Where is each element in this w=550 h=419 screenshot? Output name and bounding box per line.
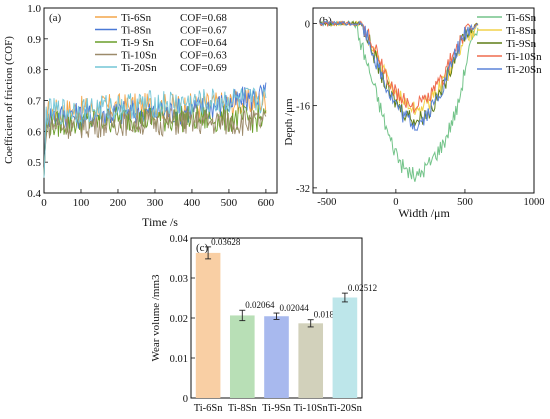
chart-a-xtick-label: 300 xyxy=(147,197,164,209)
chart-a-series-ti-20sn xyxy=(43,87,267,178)
chart-c-value-label: 0.01867 xyxy=(314,310,344,320)
chart-b-legend-label: Ti-9Sn xyxy=(506,38,537,50)
chart-b-ytick-label: 0 xyxy=(305,19,310,30)
chart-c-bar xyxy=(298,323,324,398)
chart-c-value-label: 0.02064 xyxy=(245,300,275,310)
chart-c-ytick-label: 0.01 xyxy=(170,354,188,365)
chart-a-legend-label: Ti-9 Sn xyxy=(121,37,154,49)
chart-c-bar xyxy=(264,316,289,398)
chart-a-legend-label: Ti-20Sn xyxy=(121,62,157,74)
chart-a-legend-cof: COF=0.67 xyxy=(180,25,227,37)
chart-a-legend: Ti-6Sn COF=0.68 Ti-8Sn COF=0.67 Ti-9 Sn COF=0… xyxy=(95,12,227,74)
chart-c-xtick-label: Ti-6Sn xyxy=(194,403,224,414)
chart-c-ylabel: Wear volume /mm3 xyxy=(150,274,162,362)
chart-c-bars: 0.03628 0.02064 0.02044 0.01867 0.02512 xyxy=(195,237,377,398)
chart-c-bar xyxy=(195,252,221,398)
chart-a-legend-cof: COF=0.68 xyxy=(180,12,227,24)
chart-a-ytick-label: 0.8 xyxy=(27,65,41,77)
chart-c-ytick-label: 0.02 xyxy=(170,314,188,325)
chart-a-ticks: 0 100 200 300 400 500 600 0.4 0.5 0.6 0.7 0.8 0.9 1.0 xyxy=(27,3,274,209)
chart-b-series xyxy=(319,19,479,182)
chart-a-legend-label: Ti-10Sn xyxy=(121,50,157,62)
chart-b-series-ti-10sn xyxy=(319,20,478,115)
chart-b-frame xyxy=(312,7,535,194)
chart-b-xtick-label: -500 xyxy=(317,197,336,208)
chart-b-xtick-label: 500 xyxy=(457,197,473,208)
chart-c-xtick-label: Ti-20Sn xyxy=(328,403,363,414)
chart-c-bar xyxy=(229,315,255,398)
panel-label-a: (a) xyxy=(49,12,62,24)
chart-b-ytick-label: -32 xyxy=(296,184,310,195)
chart-a-legend-cof: COF=0.69 xyxy=(180,62,227,74)
chart-c-xtick-label: Ti-9Sn xyxy=(262,403,292,414)
chart-b-series-ti-8sn xyxy=(319,20,479,116)
chart-b-ticks: -500 0 500 1000 0 -16 -32 xyxy=(296,19,545,208)
chart-a-ytick-label: 1.0 xyxy=(27,3,41,15)
chart-c-ytick-label: 0 xyxy=(183,394,188,405)
chart-a-xtick-label: 500 xyxy=(221,197,238,209)
chart-a-ylabel: Coefficient of friction (COF) xyxy=(3,36,15,164)
chart-c-ytick-label: 0.03 xyxy=(170,274,188,285)
chart-b-legend-label: Ti-6Sn xyxy=(506,12,537,24)
chart-b-xtick-label: 0 xyxy=(393,197,398,208)
chart-c-ytick-label: 0.04 xyxy=(170,234,189,245)
chart-a-series-ti-10sn xyxy=(43,108,267,178)
chart-b-series-ti-20sn xyxy=(319,20,479,132)
chart-b-legend-label: Ti-8Sn xyxy=(506,25,537,37)
chart-a: (a) 0 100 200 300 400 500 600 0.4 0.5 0.6 0.7 0.8 0.… xyxy=(3,3,278,229)
chart-a-series xyxy=(43,82,267,178)
chart-b-xtick-label: 1000 xyxy=(524,197,545,208)
chart-b-xlabel: Width /μm xyxy=(398,206,450,220)
chart-b-legend-label: Ti-20Sn xyxy=(506,64,542,76)
chart-a-xtick-label: 400 xyxy=(184,197,201,209)
chart-b-series-ti-9sn xyxy=(319,20,479,127)
chart-a-xtick-label: 200 xyxy=(110,197,127,209)
chart-a-xlabel: Time /s xyxy=(142,215,178,229)
chart-b-ytick-label: -16 xyxy=(296,102,310,113)
chart-c-value-label: 0.02044 xyxy=(280,303,310,313)
chart-a-xtick-label: 0 xyxy=(41,197,47,209)
chart-a-ytick-label: 0.7 xyxy=(27,96,41,108)
chart-a-legend-cof: COF=0.64 xyxy=(180,37,227,49)
chart-c-value-label: 0.03628 xyxy=(211,237,241,247)
panel-label-c: (c) xyxy=(196,242,209,254)
chart-a-ytick-label: 0.5 xyxy=(27,157,41,169)
chart-c-xtick-label: Ti-8Sn xyxy=(228,403,258,414)
chart-a-legend-cof: COF=0.63 xyxy=(180,50,227,62)
chart-c-bar xyxy=(332,297,358,398)
chart-b-legend-label: Ti-10Sn xyxy=(506,51,542,63)
chart-c-xtick-label: Ti-10Sn xyxy=(294,403,329,414)
chart-a-xtick-label: 600 xyxy=(258,197,275,209)
chart-c-ticks: 0 0.01 0.02 0.03 0.04 Ti-6Sn Ti-8Sn Ti-9Sn Ti-10… xyxy=(170,234,363,414)
chart-a-ytick-label: 0.6 xyxy=(27,126,41,138)
chart-a-ytick-label: 0.4 xyxy=(27,188,41,200)
chart-a-legend-label: Ti-8Sn xyxy=(121,25,152,37)
chart-c-value-label: 0.02512 xyxy=(348,283,377,293)
chart-a-xtick-label: 100 xyxy=(73,197,90,209)
chart-a-ytick-label: 0.9 xyxy=(27,34,41,46)
chart-b-ylabel: Depth /μm xyxy=(283,98,295,146)
chart-a-legend-label: Ti-6Sn xyxy=(121,12,152,24)
